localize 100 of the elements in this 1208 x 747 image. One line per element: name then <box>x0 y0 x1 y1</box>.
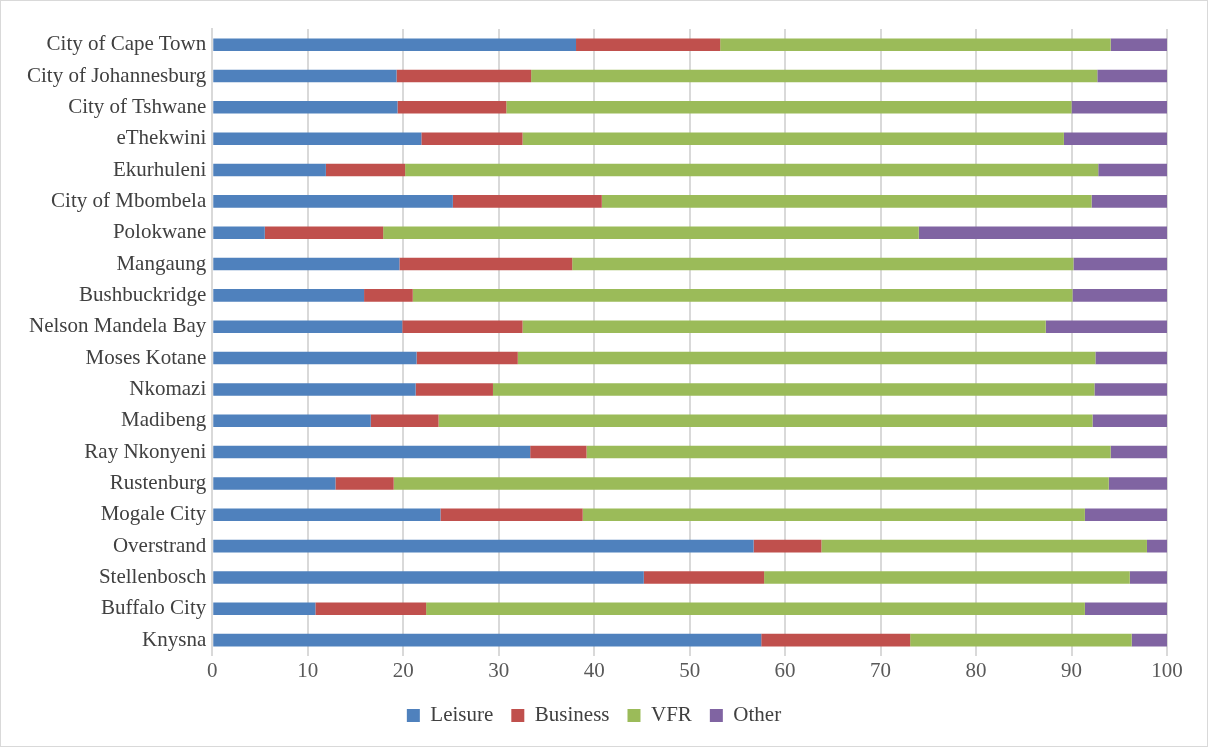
bar <box>530 445 587 459</box>
y-tick-label: Nelson Mandela Bay <box>28 313 207 338</box>
y-tick-label: Stellenbosch <box>98 563 207 588</box>
y-tick-label: Nkomazi <box>129 375 207 400</box>
x-tick-label: 90 <box>1061 657 1083 682</box>
y-tick-label: Mogale City <box>100 501 207 526</box>
bar <box>1129 571 1167 584</box>
y-tick-label: Knysna <box>142 626 207 651</box>
bar <box>582 508 1085 522</box>
bar <box>440 508 583 522</box>
x-tick-label: 50 <box>679 657 701 682</box>
bar <box>213 101 398 114</box>
bar <box>522 132 1064 145</box>
bar <box>517 351 1096 365</box>
bar <box>364 289 413 302</box>
bar <box>764 571 1130 584</box>
bar <box>1092 414 1167 428</box>
bar <box>586 445 1111 459</box>
bar <box>405 163 1099 177</box>
x-tick-label: 60 <box>774 657 796 682</box>
y-tick-label: Mangaung <box>116 250 207 275</box>
bar <box>601 195 1092 208</box>
y-tick-label: Ray Nkonyeni <box>84 438 207 463</box>
bar <box>396 69 532 83</box>
bar <box>753 539 822 553</box>
bar <box>1073 257 1167 271</box>
bar <box>213 571 644 584</box>
y-tick-label: Ekurhuleni <box>112 156 207 181</box>
y-tick-label: eThekwini <box>116 125 207 150</box>
bar <box>910 633 1132 647</box>
x-tick-label: 30 <box>488 657 510 682</box>
x-tick-label: 40 <box>583 657 605 682</box>
y-tick-label: City of Mbombela <box>51 187 207 212</box>
bar <box>264 226 384 239</box>
x-tick-label: 20 <box>392 657 414 682</box>
bar <box>415 383 493 396</box>
bar <box>761 633 911 647</box>
bar <box>213 69 397 83</box>
bar <box>213 289 365 302</box>
bar <box>918 226 1167 239</box>
bar <box>213 633 762 647</box>
y-tick-label: Polokwane <box>112 219 207 244</box>
bar <box>492 383 1095 396</box>
y-tick-label: Overstrand <box>112 532 207 557</box>
bar <box>213 132 422 145</box>
bar <box>213 163 326 177</box>
x-tick-label: 100 <box>1151 657 1183 682</box>
bar <box>1072 289 1167 302</box>
y-tick-label: City of Cape Town <box>46 31 207 56</box>
bar <box>438 414 1093 428</box>
bar <box>452 195 602 208</box>
y-tick-label: City of Tshwane <box>68 93 207 118</box>
bar <box>1045 320 1167 333</box>
bar <box>531 69 1098 83</box>
x-tick-label: 80 <box>965 657 987 682</box>
bar <box>643 571 765 584</box>
bar <box>1097 69 1167 83</box>
bar <box>426 602 1085 616</box>
bar <box>1084 508 1167 522</box>
bar <box>720 38 1111 51</box>
bar <box>325 163 406 177</box>
bar <box>213 320 403 333</box>
x-tick-label: 70 <box>870 657 892 682</box>
bar <box>821 539 1147 553</box>
bar <box>315 602 427 616</box>
bar <box>335 477 394 490</box>
bar <box>213 539 754 553</box>
bar <box>1110 445 1167 459</box>
legend-label: VFR <box>650 702 692 727</box>
bar <box>213 226 265 239</box>
bar <box>213 508 441 522</box>
legend-label: Other <box>733 702 782 727</box>
legend-label: Leisure <box>430 702 494 727</box>
bar <box>393 477 1109 490</box>
y-tick-label: Bushbuckridge <box>79 281 207 306</box>
bar <box>522 320 1046 333</box>
bar <box>213 38 577 51</box>
x-tick-label: 10 <box>297 657 319 682</box>
bar <box>213 257 400 271</box>
y-tick-label: City of Johannesburg <box>26 62 207 87</box>
bar <box>1091 195 1167 208</box>
y-tick-label: Madibeng <box>121 407 207 432</box>
bar <box>213 602 316 616</box>
bar <box>506 101 1072 114</box>
bar <box>213 351 417 365</box>
bar <box>416 351 518 365</box>
bar <box>412 289 1073 302</box>
bar <box>576 38 721 51</box>
bar <box>1084 602 1167 616</box>
bar <box>1108 477 1167 490</box>
bar <box>421 132 523 145</box>
bar <box>1131 633 1167 647</box>
bar <box>572 257 1074 271</box>
bar <box>1110 38 1167 51</box>
bar <box>213 477 336 490</box>
bar <box>1146 539 1167 553</box>
legend-label: Business <box>534 702 610 727</box>
bar <box>213 383 416 396</box>
bar <box>213 195 453 208</box>
bar <box>1063 132 1167 145</box>
